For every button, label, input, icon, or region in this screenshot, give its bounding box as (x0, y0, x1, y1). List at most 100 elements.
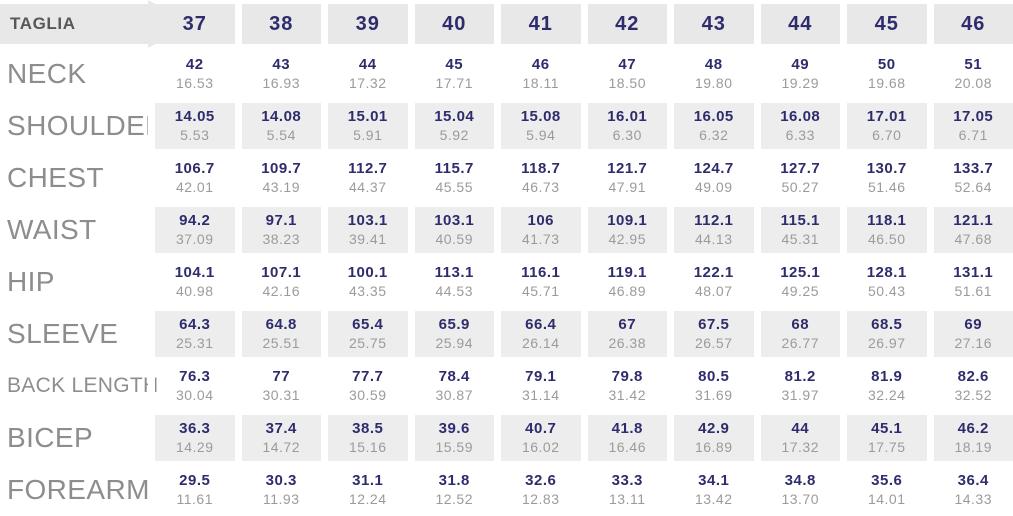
row-label: HIP (7, 266, 55, 297)
value-inches: 16.46 (608, 438, 647, 455)
value-cm: 64.8 (265, 316, 297, 334)
table-row-bicep: BICEP 36.3 14.29 37.4 14.72 38.5 15.16 39.6 15.5… (0, 412, 1013, 464)
value-inches: 38.23 (262, 230, 301, 247)
row-label: CHEST (7, 162, 104, 193)
value-inches: 44.37 (348, 178, 387, 195)
value-inches: 5.53 (180, 126, 210, 143)
value-cm: 77.7 (352, 368, 384, 386)
measurement-cell: 116.1 45.71 (494, 256, 581, 308)
value-cm: 78.4 (438, 368, 470, 386)
value-inches: 27.16 (954, 334, 993, 351)
measurement-cell: 66.4 26.14 (494, 308, 581, 360)
value-inches: 32.24 (867, 386, 906, 403)
measurement-cell: 17.05 6.71 (926, 100, 1013, 152)
measurement-cell: 64.3 25.31 (148, 308, 235, 360)
column-header-size-42: 42 (580, 0, 667, 48)
measurement-cell: 37.4 14.72 (234, 412, 321, 464)
value-cm: 121.7 (607, 160, 648, 178)
value-cm: 42 (185, 56, 204, 74)
value-inches: 12.83 (521, 490, 560, 507)
measurement-cell: 121.7 47.91 (580, 152, 668, 204)
measurement-cell: 104.1 40.98 (148, 256, 235, 308)
measurement-cell: 109.7 43.19 (234, 152, 322, 204)
table-row-hip: HIP 104.1 40.98 107.1 42.16 100.1 43.35 113.1 44… (0, 256, 1013, 308)
value-inches: 5.92 (439, 126, 469, 143)
measurement-cell: 115.7 45.55 (407, 152, 495, 204)
value-cm: 16.05 (693, 108, 734, 126)
value-inches: 46.73 (521, 178, 560, 195)
measurement-cell: 30.3 11.93 (234, 464, 322, 516)
value-cm: 118.7 (521, 160, 561, 178)
value-cm: 124.7 (693, 160, 734, 178)
value-inches: 42.01 (175, 178, 214, 195)
value-inches: 11.61 (176, 490, 213, 507)
measurement-cell: 14.05 5.53 (148, 100, 235, 152)
measurement-cell: 15.01 5.91 (321, 100, 408, 152)
value-cm: 46.2 (957, 420, 989, 438)
value-cm: 131.1 (953, 264, 994, 282)
value-cm: 112.7 (348, 160, 388, 178)
measurement-cell: 42.9 16.89 (667, 412, 754, 464)
measurement-cell: 133.7 52.64 (926, 152, 1013, 204)
value-cm: 38.5 (352, 420, 384, 438)
measurement-cell: 113.1 44.53 (407, 256, 495, 308)
value-inches: 47.68 (954, 230, 993, 247)
value-cm: 68 (791, 316, 810, 334)
measurement-cell: 65.9 25.94 (407, 308, 494, 360)
value-inches: 52.64 (954, 178, 993, 195)
value-inches: 47.91 (608, 178, 647, 195)
value-cm: 45 (445, 56, 464, 74)
value-inches: 19.80 (694, 74, 733, 91)
value-inches: 19.68 (867, 74, 906, 91)
value-inches: 17.32 (781, 438, 820, 455)
value-inches: 37.09 (175, 230, 214, 247)
value-inches: 14.29 (175, 438, 214, 455)
value-inches: 31.42 (608, 386, 647, 403)
value-inches: 30.04 (175, 386, 214, 403)
value-cm: 104.1 (174, 264, 215, 282)
value-cm: 94.2 (179, 212, 211, 230)
value-cm: 77 (272, 368, 291, 386)
value-inches: 40.98 (175, 282, 214, 299)
row-label: SLEEVE (7, 318, 119, 349)
value-cm: 44 (358, 56, 377, 74)
value-cm: 106 (527, 212, 555, 230)
value-cm: 65.9 (438, 316, 470, 334)
row-label: NECK (7, 58, 87, 89)
value-inches: 6.30 (612, 126, 642, 143)
measurement-cell: 51 20.08 (926, 48, 1013, 100)
value-inches: 6.33 (785, 126, 815, 143)
value-inches: 12.24 (348, 490, 387, 507)
measurement-cell: 68 26.77 (753, 308, 840, 360)
value-cm: 35.6 (871, 472, 903, 490)
measurement-cell: 45 17.71 (407, 48, 495, 100)
value-cm: 16.01 (607, 108, 648, 126)
value-inches: 45.31 (781, 230, 820, 247)
value-cm: 49 (791, 56, 810, 74)
value-cm: 122.1 (693, 264, 734, 282)
measurement-cell: 47 18.50 (580, 48, 668, 100)
value-inches: 41.73 (521, 230, 560, 247)
value-cm: 15.04 (434, 108, 475, 126)
measurement-cell: 100.1 43.35 (321, 256, 408, 308)
measurement-cell: 39.6 15.59 (407, 412, 494, 464)
value-cm: 15.01 (347, 108, 388, 126)
value-inches: 20.08 (954, 74, 993, 91)
value-cm: 34.1 (698, 472, 730, 490)
measurement-cell: 67.5 26.57 (667, 308, 754, 360)
value-cm: 128.1 (866, 264, 907, 282)
value-inches: 31.14 (521, 386, 560, 403)
column-header-size-39: 39 (321, 0, 408, 48)
value-cm: 118.1 (867, 212, 907, 230)
measurement-cell: 80.5 31.69 (667, 360, 754, 412)
value-cm: 14.05 (174, 108, 215, 126)
value-inches: 51.46 (867, 178, 906, 195)
value-inches: 5.54 (266, 126, 296, 143)
value-cm: 66.4 (525, 316, 557, 334)
value-cm: 14.08 (261, 108, 302, 126)
measurement-cell: 79.1 31.14 (494, 360, 581, 412)
value-cm: 33.3 (611, 472, 643, 490)
measurement-cell: 127.7 50.27 (753, 152, 841, 204)
value-cm: 16.08 (780, 108, 821, 126)
value-cm: 76.3 (179, 368, 211, 386)
